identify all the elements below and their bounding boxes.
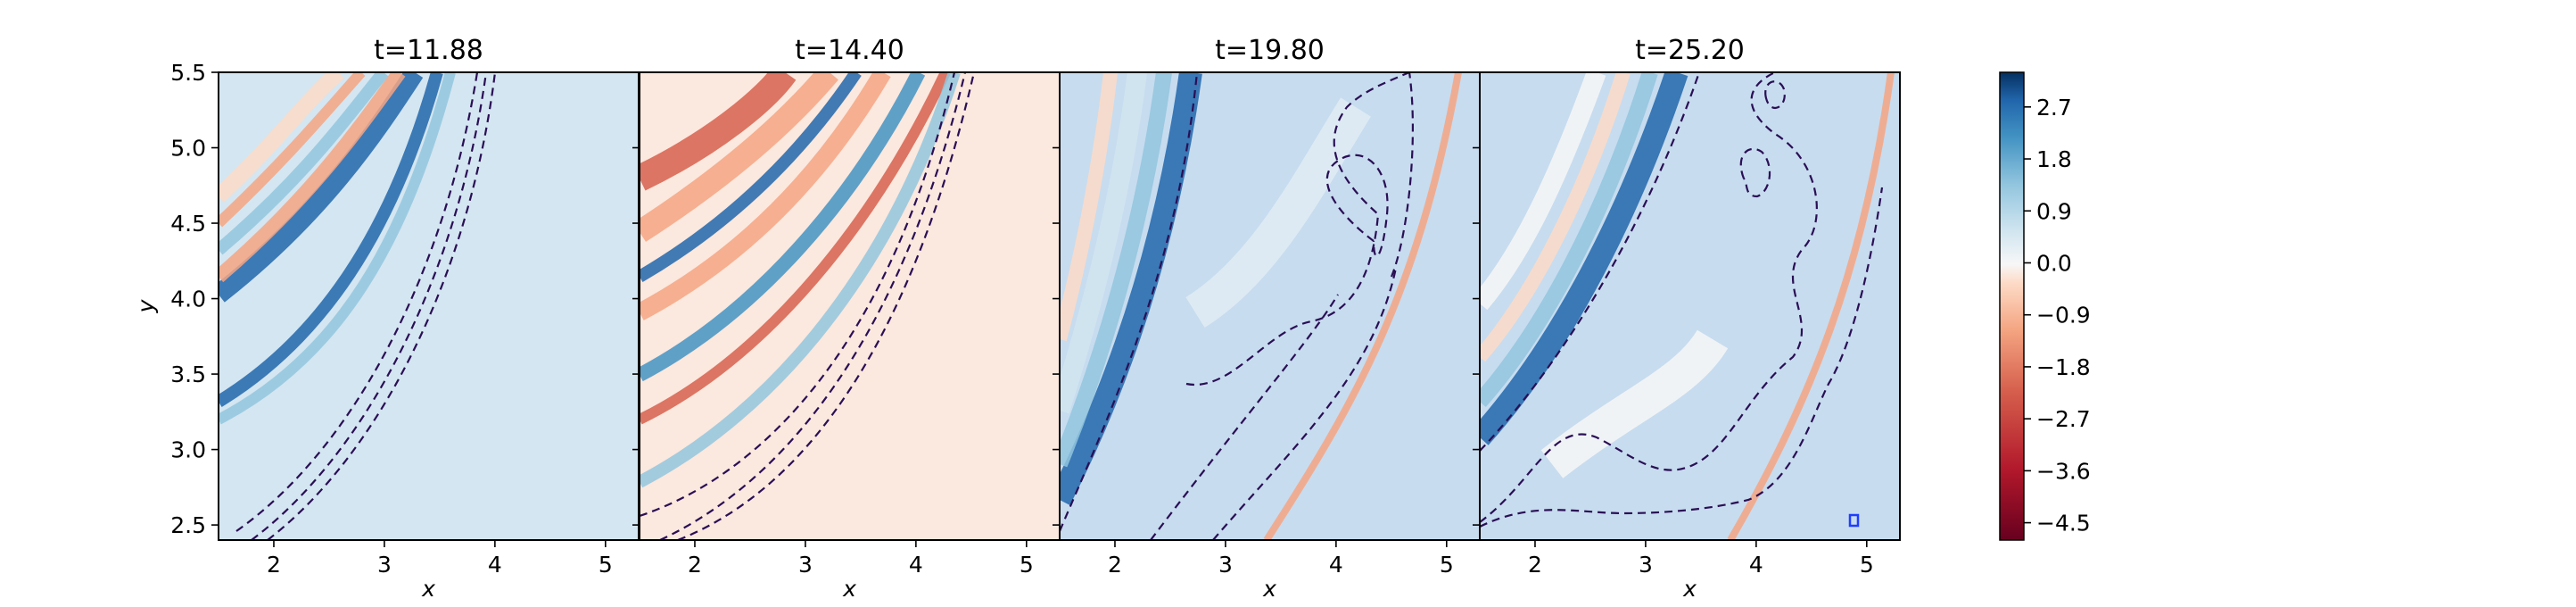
panel-frame xyxy=(1479,71,1901,541)
field-band xyxy=(1060,72,1202,505)
heatmap-field xyxy=(1480,72,1900,540)
field-band xyxy=(1185,97,1371,328)
contour-line xyxy=(640,72,956,518)
colorbar-tick-label: 0.0 xyxy=(2036,250,2072,276)
y-tick-label: 3.0 xyxy=(170,437,206,463)
y-tick-label: 4.5 xyxy=(170,211,206,237)
field-band xyxy=(640,72,961,488)
panel-4: 2 3 4 5 t=25.20 x xyxy=(1473,35,1901,602)
field-band xyxy=(640,72,862,283)
marker-box xyxy=(1848,513,1860,528)
colorbar-gradient xyxy=(1999,71,2025,541)
field-band xyxy=(219,72,443,407)
colorbar-tick-label: −3.6 xyxy=(2036,458,2091,484)
x-tick-label: 3 xyxy=(798,552,813,578)
y-tick-label: 3.5 xyxy=(170,362,206,387)
field-band xyxy=(640,72,951,425)
x-tick-label: 5 xyxy=(1440,552,1454,578)
colorbar-tick-label: −4.5 xyxy=(2036,511,2091,536)
panels-group: 2 3 4 5 2.5 3.0 3.5 4.0 4.5 5.0 5.5 t=11.88 x y 2 3 4 5 t=… xyxy=(133,35,1901,602)
x-tick-label: 4 xyxy=(1749,552,1763,578)
contour-line xyxy=(235,72,479,532)
field-band xyxy=(219,72,424,303)
x-tick-label: 3 xyxy=(377,552,392,578)
contour-line xyxy=(1150,294,1339,540)
panel-title: t=19.80 xyxy=(1215,35,1325,66)
panel-1: 2 3 4 5 2.5 3.0 3.5 4.0 4.5 5.0 5.5 t=11.88 x y xyxy=(133,35,640,602)
field-band xyxy=(1480,72,1606,311)
contour-line xyxy=(1480,187,1884,528)
field-band xyxy=(1480,72,1658,407)
panel-title: t=14.40 xyxy=(795,35,904,66)
x-tick-label: 4 xyxy=(488,552,502,578)
field-band xyxy=(1480,72,1631,362)
field-band xyxy=(640,72,797,191)
colorbar-tick-label: −1.8 xyxy=(2036,354,2091,380)
heatmap-field xyxy=(1060,72,1480,540)
field-band xyxy=(1540,329,1729,478)
x-tick-label: 2 xyxy=(1528,552,1542,578)
colorbar: 2.7 1.8 0.9 0.0 −0.9 −1.8 −2.7 −3.6 −4.5 xyxy=(1999,71,2091,541)
contour-line xyxy=(1185,72,1410,387)
colorbar-tick-label: 1.8 xyxy=(2036,146,2072,172)
x-tick-label: 5 xyxy=(1020,552,1034,578)
x-tick-label: 4 xyxy=(1329,552,1343,578)
contour-line xyxy=(677,72,976,540)
y-axis-label: y xyxy=(133,298,159,313)
contour-line xyxy=(251,72,488,540)
contour-line xyxy=(267,72,497,540)
y-tick-label: 5.0 xyxy=(170,136,206,162)
panel-title: t=25.20 xyxy=(1635,35,1745,66)
field-band xyxy=(219,72,456,425)
x-tick-label: 3 xyxy=(1218,552,1233,578)
x-axis-label: x xyxy=(842,576,856,602)
contour-line xyxy=(1480,72,1701,452)
x-axis-label: x xyxy=(1262,576,1276,602)
contour-line xyxy=(1325,154,1389,257)
field-band xyxy=(1727,72,1895,540)
x-axis-label: x xyxy=(421,576,435,602)
x-axis-label: x xyxy=(1682,576,1697,602)
contour-line xyxy=(1390,72,1415,278)
panel-3: 2 3 4 5 t=19.80 x xyxy=(1053,35,1481,602)
y-tick-label: 4.0 xyxy=(170,287,206,312)
field-band xyxy=(640,72,838,242)
contour-line xyxy=(1060,72,1199,532)
contour-line xyxy=(1764,80,1786,109)
panel-title: t=11.88 xyxy=(374,35,483,66)
field-band xyxy=(640,72,926,382)
field-band xyxy=(219,72,344,203)
x-tick-label: 2 xyxy=(1108,552,1122,578)
field-band xyxy=(1060,72,1118,342)
y-tick-label: 5.5 xyxy=(170,60,206,86)
contour-line xyxy=(1739,147,1771,198)
colorbar-tick-label: −0.9 xyxy=(2036,303,2091,328)
field-band xyxy=(640,72,891,320)
field-band xyxy=(219,72,406,283)
panel-2: 2 3 4 5 t=14.40 x xyxy=(632,35,1061,602)
x-tick-label: 5 xyxy=(599,552,613,578)
x-tick-label: 4 xyxy=(909,552,923,578)
heatmap-field xyxy=(219,72,639,540)
field-band xyxy=(1263,72,1462,540)
colorbar-tick-label: 2.7 xyxy=(2036,95,2072,121)
field-band xyxy=(219,72,366,228)
colorbar-tick-label: 0.9 xyxy=(2036,198,2072,224)
colorbar-tick-label: −2.7 xyxy=(2036,406,2091,432)
x-tick-label: 2 xyxy=(688,552,702,578)
field-band xyxy=(1480,72,1688,445)
contour-line xyxy=(659,72,967,540)
heatmap-field xyxy=(640,72,1060,540)
field-band xyxy=(1060,72,1147,414)
x-tick-label: 2 xyxy=(267,552,281,578)
y-tick-label: 2.5 xyxy=(170,512,206,538)
field-band xyxy=(1060,72,1172,468)
x-tick-label: 3 xyxy=(1639,552,1653,578)
field-band xyxy=(219,72,389,255)
x-tick-label: 5 xyxy=(1860,552,1874,578)
